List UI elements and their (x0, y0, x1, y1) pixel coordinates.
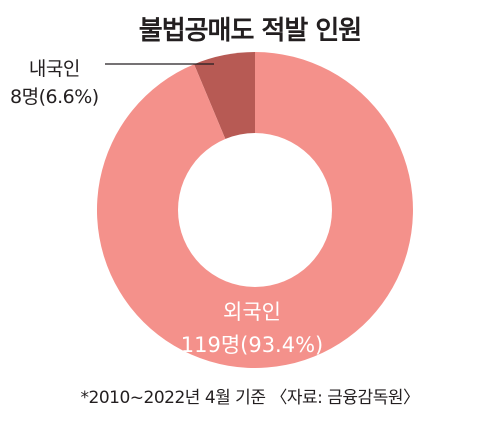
domestic-slice-name: 내국인 (28, 58, 80, 80)
chart-title: 불법공매도 적발 인원 (138, 16, 362, 46)
source-footnote: *2010~2022년 4월 기준 〈자료: 금융감독원〉 (80, 388, 420, 408)
domestic-slice-value: 8명(6.6%) (10, 86, 99, 108)
donut-hole (178, 133, 332, 287)
domestic-callout: 내국인 8명(6.6%) (10, 55, 99, 111)
foreign-slice-name: 외국인 (223, 300, 281, 324)
foreign-slice-value: 119명(93.4%) (181, 333, 324, 357)
